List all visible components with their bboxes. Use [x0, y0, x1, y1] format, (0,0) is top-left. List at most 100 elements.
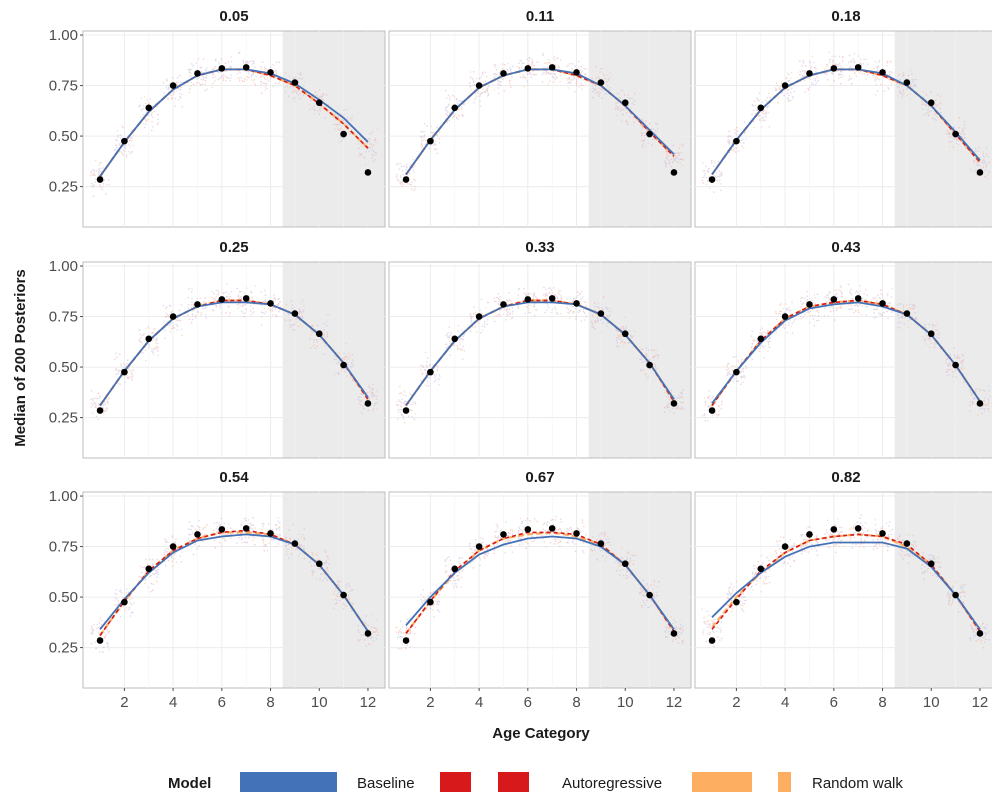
autoregressive-line — [99, 299, 369, 406]
posterior-draw — [851, 82, 853, 85]
posterior-draw — [473, 83, 476, 86]
posterior-draw — [473, 101, 475, 104]
posterior-draw — [98, 403, 100, 406]
posterior-draw — [398, 629, 400, 632]
posterior-draw — [962, 355, 965, 357]
posterior-draw — [633, 121, 636, 124]
posterior-draw — [619, 338, 622, 341]
posterior-draw — [101, 651, 104, 653]
posterior-draw — [676, 156, 678, 159]
posterior-draw — [179, 319, 182, 322]
y-tick-label: 1.00 — [49, 488, 78, 505]
posterior-draw — [863, 292, 866, 295]
posterior-draw — [829, 292, 831, 294]
posterior-draw — [357, 624, 360, 627]
posterior-draw — [303, 305, 305, 307]
posterior-draw — [401, 181, 403, 184]
posterior-draw — [94, 181, 97, 183]
posterior-draw — [216, 525, 219, 528]
posterior-draw — [475, 77, 478, 80]
posterior-draw — [912, 307, 914, 310]
posterior-draw — [260, 291, 263, 293]
posterior-draw — [955, 369, 957, 372]
posterior-draw — [672, 408, 674, 410]
posterior-draw — [640, 139, 643, 142]
posterior-draw — [707, 177, 710, 179]
posterior-draw — [157, 113, 159, 116]
posterior-draw — [482, 88, 484, 90]
posterior-draw — [566, 298, 568, 300]
posterior-draw — [129, 369, 131, 372]
posterior-draw — [179, 555, 182, 557]
posterior-draw — [409, 630, 412, 632]
posterior-draw — [874, 61, 877, 63]
posterior-draw — [961, 360, 963, 363]
posterior-draw — [902, 75, 904, 77]
posterior-draw — [728, 373, 731, 375]
posterior-draw — [471, 326, 474, 328]
posterior-draw — [175, 81, 178, 84]
posterior-draw — [275, 72, 278, 74]
posterior-draw — [552, 73, 555, 75]
posterior-draw — [204, 83, 206, 85]
posterior-draw — [704, 172, 706, 175]
posterior-draw — [156, 339, 158, 341]
posterior-draw — [196, 76, 198, 79]
posterior-draw — [484, 321, 486, 323]
posterior-draw — [731, 142, 733, 144]
posterior-draw — [525, 294, 527, 296]
posterior-draw — [401, 170, 404, 172]
posterior-draw — [411, 403, 414, 406]
posterior-draw — [569, 309, 572, 312]
posterior-draw — [529, 71, 531, 74]
posterior-draw — [973, 397, 975, 399]
posterior-draw — [403, 418, 405, 420]
posterior-draw — [421, 373, 424, 376]
posterior-draw — [326, 335, 329, 338]
posterior-draw — [609, 86, 611, 89]
posterior-draw — [950, 368, 953, 371]
posterior-draw — [975, 388, 977, 391]
posterior-draw — [481, 73, 484, 76]
posterior-draw — [597, 301, 600, 304]
posterior-draw — [199, 66, 202, 69]
posterior-draw — [301, 325, 304, 328]
posterior-draw — [902, 88, 905, 91]
posterior-draw — [178, 309, 181, 312]
posterior-draw — [238, 302, 241, 305]
posterior-draw — [402, 402, 405, 404]
posterior-draw — [788, 74, 790, 76]
posterior-draw — [975, 169, 977, 171]
posterior-draw — [574, 90, 576, 93]
posterior-draw — [369, 391, 372, 393]
posterior-draw — [872, 75, 875, 78]
posterior-draw — [760, 111, 763, 113]
posterior-draw — [196, 310, 199, 313]
posterior-draw — [789, 92, 792, 94]
posterior-draw — [293, 306, 295, 308]
posterior-draw — [275, 69, 277, 72]
posterior-draw — [988, 171, 990, 174]
posterior-draw — [783, 311, 786, 314]
posterior-draw — [620, 328, 623, 331]
posterior-draw — [554, 75, 557, 77]
posterior-draw — [292, 323, 295, 326]
posterior-draw — [337, 593, 339, 595]
posterior-draw — [551, 292, 554, 294]
posterior-draw — [952, 371, 955, 374]
posterior-draw — [848, 75, 851, 78]
posterior-draw — [645, 353, 648, 356]
posterior-draw — [647, 375, 649, 378]
posterior-draw — [371, 131, 374, 133]
posterior-draw — [982, 152, 984, 155]
posterior-draw — [178, 92, 181, 95]
posterior-draw — [934, 343, 937, 345]
posterior-draw — [791, 322, 794, 325]
posterior-draw — [399, 181, 402, 184]
posterior-draw — [863, 73, 866, 75]
posterior-draw — [905, 88, 908, 91]
posterior-draw — [351, 379, 354, 382]
posterior-draw — [546, 294, 548, 296]
posterior-draw — [216, 293, 219, 296]
posterior-draw — [326, 332, 329, 334]
